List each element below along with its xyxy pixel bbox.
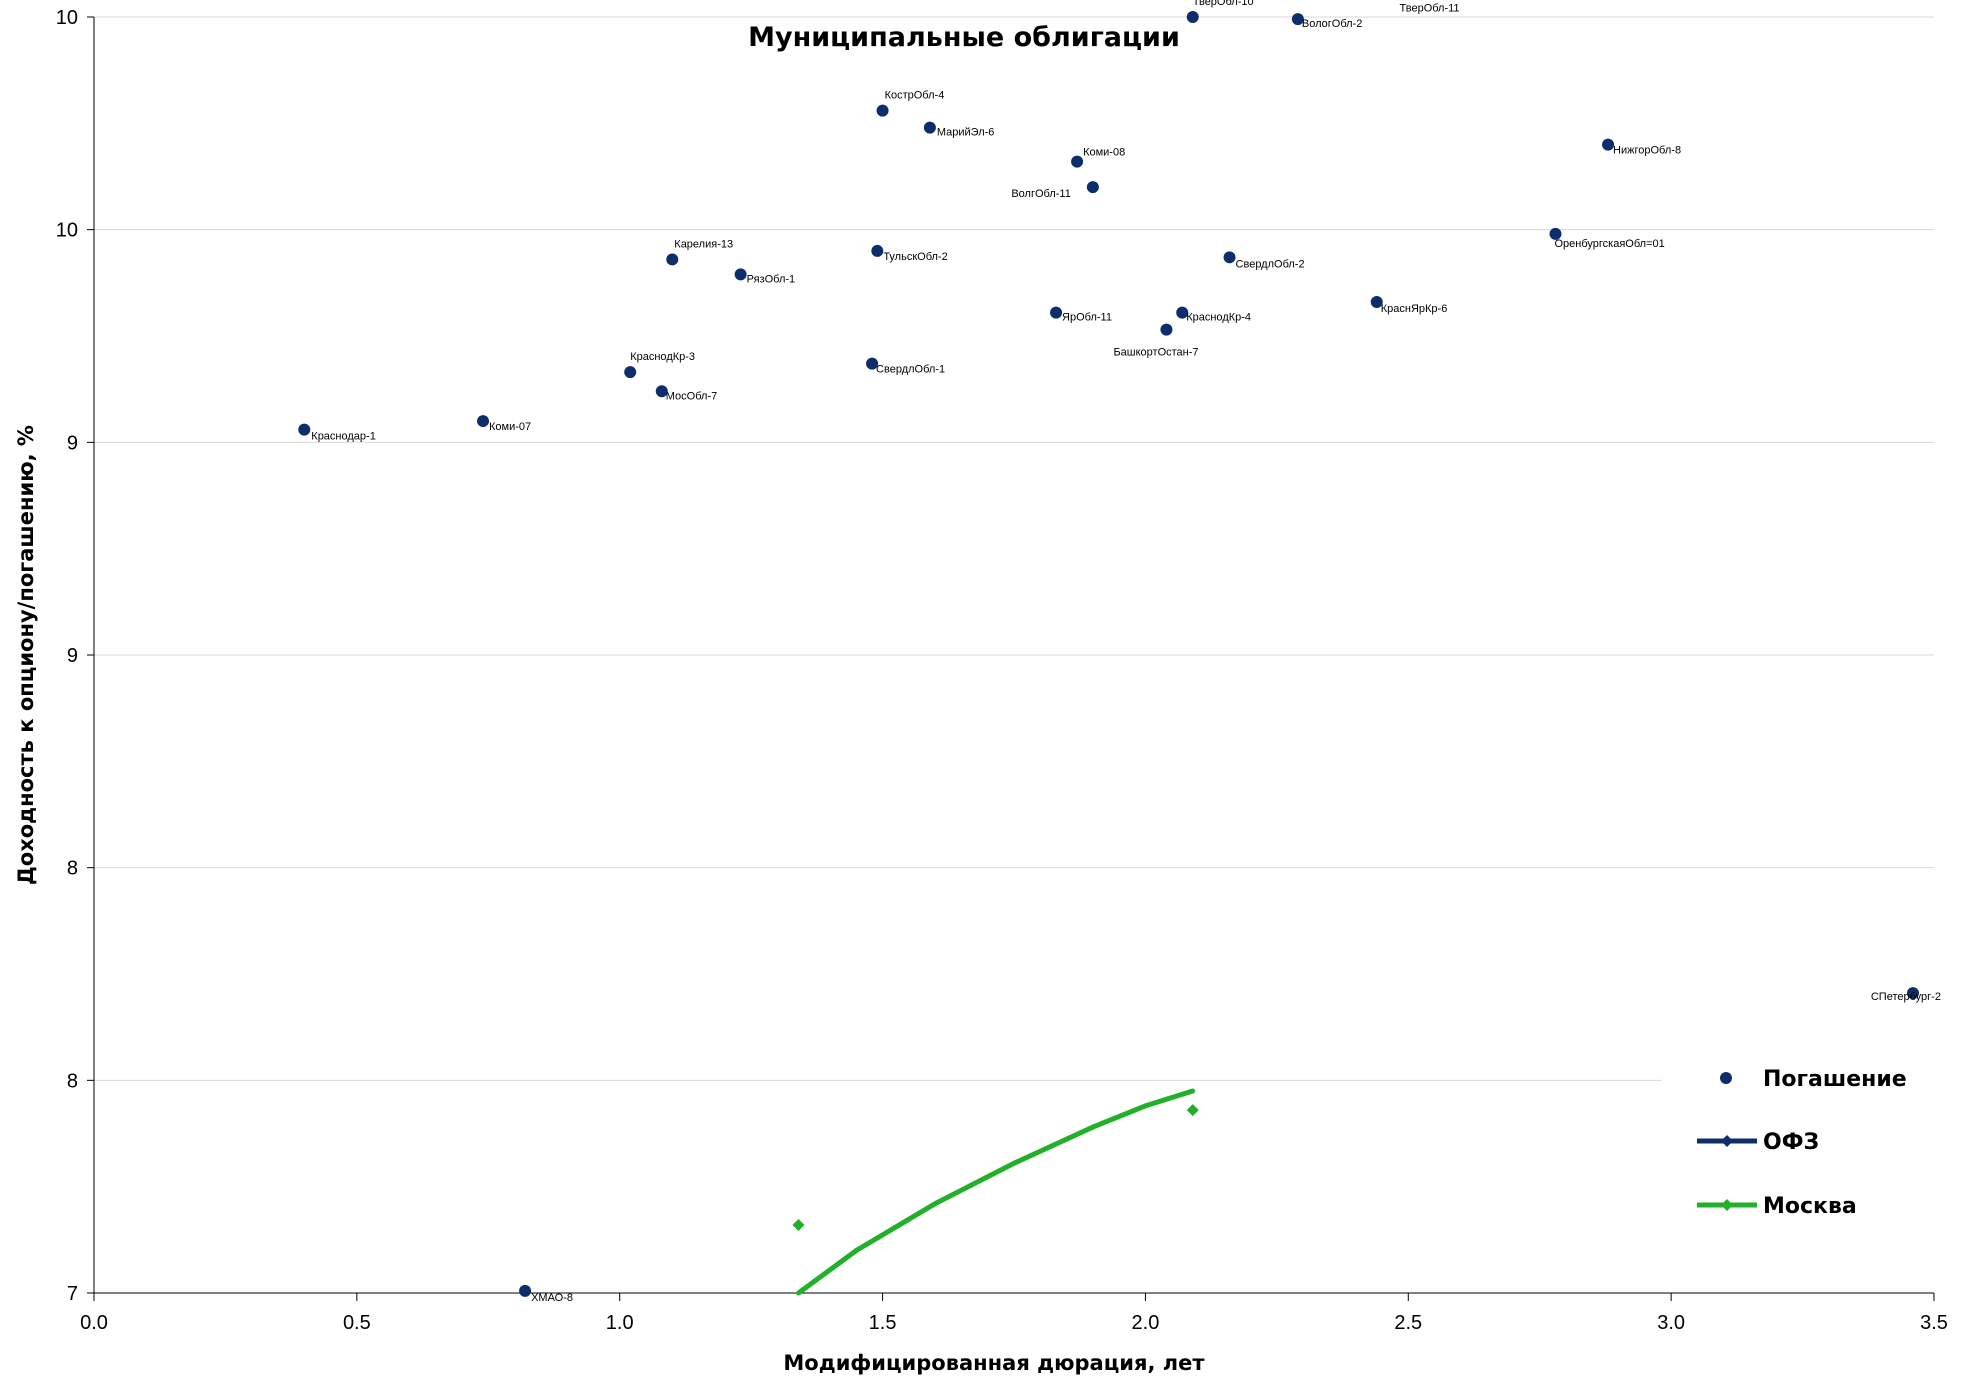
series-layer [298, 11, 1919, 1297]
data-point-label: Краснодар-1 [311, 431, 376, 443]
y-axis-title: Доходность к опциону/погашению, % [14, 425, 38, 885]
data-point [1186, 11, 1199, 23]
data-point-label: НижгорОбл-8 [1613, 145, 1681, 157]
x-tick-label: 2.0 [1132, 1312, 1160, 1334]
x-tick-label: 0.5 [343, 1312, 371, 1334]
data-point-label: ВологОбл-2 [1302, 18, 1362, 30]
data-point-label: РязОбл-1 [747, 273, 796, 285]
data-point [1160, 323, 1173, 336]
data-point-label: ТульскОбл-2 [883, 251, 947, 263]
data-point [734, 268, 747, 281]
moscow-curve [796, 1088, 1196, 1296]
data-point-label: КраснодКр-3 [630, 351, 695, 363]
data-point-label: КострОбл-4 [885, 90, 945, 102]
data-point-label: СвердлОбл-2 [1236, 258, 1305, 270]
data-point [1071, 155, 1084, 168]
legend-marker-moscow [1721, 1199, 1733, 1211]
moscow-point [792, 1218, 805, 1231]
y-tick-label: 9 [67, 645, 78, 667]
legend-label-pogashenie: Погашение [1763, 1067, 1907, 1092]
legend-marker-pogashenie [1720, 1072, 1732, 1084]
data-point-label: СвердлОбл-1 [876, 364, 945, 376]
data-point-label: КраснодКр-4 [1186, 312, 1251, 324]
axes: 7 8 8 9 9 10 10 0.0 0.5 1.0 1.5 2.0 2.5 3.0 3.5 [56, 7, 1948, 1334]
y-tick-label: 10 [56, 7, 78, 29]
data-point-label: ЯрОбл-11 [1062, 312, 1112, 324]
grid-lines [94, 16, 1934, 1081]
data-point [1906, 987, 1919, 1000]
x-tick-label: 2.5 [1394, 1312, 1422, 1334]
data-point-label: МосОбл-7 [666, 390, 717, 402]
data-point-label: Коми-07 [489, 421, 531, 433]
data-point-label: ТверОбл-11 [1400, 3, 1460, 15]
data-point [1223, 251, 1236, 264]
point-labels: Краснодар-1 Коми-07 ХМАО-8 КраснодКр-3 МосОб… [311, 0, 1941, 1304]
data-point [1602, 138, 1615, 151]
data-point-label: СПетербург-2 [1871, 991, 1941, 1003]
y-tick-label: 10 [56, 220, 78, 242]
data-point-label: ОренбургскаяОбл=01 [1554, 238, 1664, 250]
x-axis-title: Модифицированная дюрация, лет [783, 1351, 1205, 1375]
data-point-label: Коми-08 [1083, 147, 1125, 159]
data-point [1291, 13, 1304, 26]
data-point-label: КраснЯрКр-6 [1381, 303, 1448, 315]
y-tick-label: 8 [67, 858, 78, 880]
data-point [876, 104, 889, 117]
data-point [1370, 295, 1383, 308]
data-point [624, 366, 637, 379]
legend-label-moscow: Москва [1763, 1194, 1857, 1219]
legend-label-ofz: ОФЗ [1763, 1130, 1819, 1155]
x-tick-label: 3.0 [1657, 1312, 1685, 1334]
data-point-label: ХМАО-8 [531, 1292, 573, 1304]
data-point [866, 357, 879, 370]
y-tick-label: 8 [67, 1070, 78, 1092]
legend-marker-ofz [1721, 1135, 1733, 1147]
data-point-label: ВолгОбл-11 [1011, 188, 1071, 200]
data-point [298, 423, 311, 436]
y-tick-label: 7 [67, 1283, 78, 1305]
data-point-label: Карелия-13 [674, 238, 733, 250]
x-tick-label: 1.0 [606, 1312, 634, 1334]
data-point [1176, 306, 1189, 319]
data-point-label: МарийЭл-6 [937, 127, 995, 139]
legend: Погашение ОФЗ Москва [1697, 1067, 1907, 1219]
data-point [655, 385, 668, 398]
chart-title: Муниципальные облигации [748, 22, 1180, 53]
moscow-point [1186, 1104, 1199, 1117]
y-tick-label: 9 [67, 432, 78, 454]
data-point [1086, 181, 1099, 194]
x-tick-label: 3.5 [1920, 1312, 1948, 1334]
x-tick-label: 1.5 [869, 1312, 897, 1334]
data-point [666, 253, 679, 266]
data-point [519, 1284, 532, 1297]
data-point-label: БашкортОстан-7 [1113, 347, 1198, 359]
data-point [923, 121, 936, 134]
data-point [1549, 227, 1562, 240]
data-point-label: ТверОбл-10 [1193, 0, 1254, 8]
x-tick-label: 0.0 [80, 1312, 108, 1334]
data-point [871, 244, 884, 257]
data-point [1050, 306, 1063, 319]
data-point [477, 415, 490, 428]
